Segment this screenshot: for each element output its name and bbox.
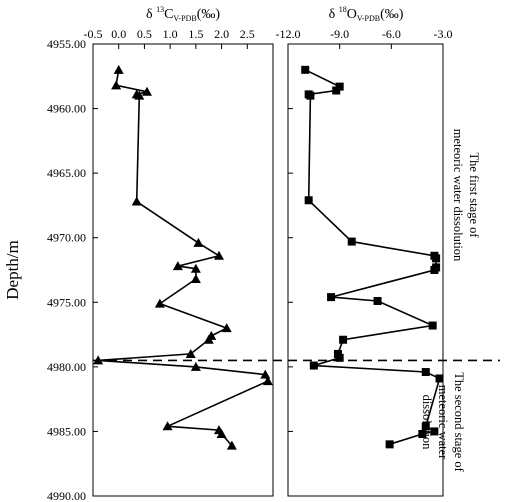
oxygen-data-point [304,196,313,205]
carbon-series-line [98,69,269,447]
y-tick-label: 4970.00 [47,231,86,245]
oxygen-data-point [335,353,344,362]
y-tick-label: 4980.00 [47,360,86,374]
x-tick-label: -0.5 [84,27,103,41]
carbon-data-point [111,80,122,90]
carbon-data-point [216,429,227,439]
oxygen-data-point [418,430,427,439]
y-tick-label: 4955.00 [47,37,86,51]
oxygen-panel-frame [287,43,444,497]
second-stage-line-2: meteoric water [436,385,450,460]
oxygen-data-point [373,296,382,305]
oxygen-data-point [309,361,318,370]
oxygen-data-point [430,427,439,436]
carbon-data-point [185,348,196,358]
carbon-data-point [131,196,142,206]
carbon-data-point [172,261,183,271]
x-tick-label: 2.0 [214,27,229,41]
carbon-data-point [154,298,165,308]
carbon-data-point [203,334,214,344]
oxygen-data-point [385,440,394,449]
x-tick-label: -9.0 [330,27,349,41]
x-tick-label: 0.0 [111,27,126,41]
oxygen-data-point [347,237,356,246]
carbon-panel-title: δ 13CV-PDB(‰) [146,5,220,23]
carbon-data-point [162,421,173,431]
oxygen-data-point [332,86,341,95]
y-axis-title: Depth/m [3,240,22,300]
x-tick-label: 0.5 [137,27,152,41]
oxygen-panel-title: δ 18OV-PDB(‰) [329,5,404,23]
first-stage-line-2: meteoric water dissolution [451,129,465,262]
carbon-data-point [190,263,201,273]
carbon-data-point [262,376,273,386]
second-stage-line-1: The second stage of [452,372,466,472]
y-tick-label: 4960.00 [47,102,86,116]
carbon-data-point [134,90,145,100]
oxygen-series-line [304,69,441,446]
carbon-data-point [214,250,224,260]
x-tick-label: 1.5 [188,27,203,41]
oxygen-data-point [301,65,310,74]
oxygen-data-point [435,374,444,383]
x-tick-label: -12.0 [276,27,301,41]
y-tick-label: 4975.00 [47,295,86,309]
oxygen-data-point [421,422,430,431]
x-tick-label: 2.5 [240,27,255,41]
oxygen-data-point [428,321,437,330]
y-tick-label: 4965.00 [47,166,86,180]
oxygen-data-point [430,266,439,274]
x-tick-label: -6.0 [382,27,401,41]
y-tick-label: 4985.00 [47,424,86,438]
carbon-data-point [221,323,232,333]
x-tick-label: -3.0 [434,27,453,41]
y-tick-label: 4990.00 [47,489,86,502]
carbon-data-point [226,440,237,450]
oxygen-data-point [421,368,430,377]
carbon-data-point [190,274,201,284]
x-tick-label: 1.0 [163,27,178,41]
oxygen-data-point [327,293,336,302]
carbon-data-point [190,361,201,371]
oxygen-data-point [432,254,441,263]
oxygen-data-point [339,335,348,344]
carbon-data-point [113,64,124,74]
carbon-panel-frame [92,43,274,497]
carbon-data-point [193,237,204,247]
oxygen-data-point [306,91,315,100]
first-stage-line-1: The first stage of [467,152,481,238]
carbon-data-point [142,86,152,96]
first-stage-annotation: The first stage of meteoric water dissol… [451,129,481,262]
